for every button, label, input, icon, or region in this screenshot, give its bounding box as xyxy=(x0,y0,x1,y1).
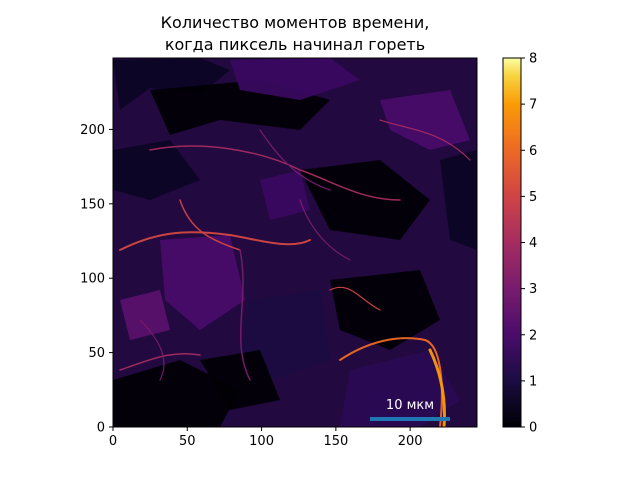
chart-title-line2: когда пиксель начинал гореть xyxy=(164,35,426,54)
heatmap-bright-edge xyxy=(149,145,401,201)
heatmap-region xyxy=(120,290,170,340)
colorbar-tick-label: 3 xyxy=(529,282,537,297)
heatmap-region xyxy=(160,235,245,330)
colorbar-tick-label: 4 xyxy=(529,236,537,251)
colorbar-ticks: 0 1 2 3 4 5 6 7 8 xyxy=(521,52,537,436)
heatmap-bright-edge xyxy=(239,249,251,381)
y-tick-label: 0 xyxy=(97,421,105,436)
heatmap-region xyxy=(113,360,240,427)
heatmap-bright-edge xyxy=(179,199,241,251)
heatmap-bright-edge xyxy=(379,119,471,161)
x-tick-label: 200 xyxy=(398,434,423,449)
heatmap-region xyxy=(330,270,440,350)
colorbar-tick-label: 8 xyxy=(529,52,537,67)
heatmap-bright-edge xyxy=(329,286,381,311)
y-axis: 0 50 100 150 200 xyxy=(80,123,113,436)
x-axis: 0 50 100 150 200 xyxy=(109,427,423,449)
x-tick-label: 0 xyxy=(109,434,117,449)
heatmap-region xyxy=(200,350,280,410)
scale-bar-label: 10 мкм xyxy=(386,398,434,413)
heatmap-region xyxy=(440,150,477,250)
heatmap-region xyxy=(113,58,230,110)
x-tick-label: 100 xyxy=(249,434,274,449)
heatmap-region xyxy=(300,160,430,240)
heatmap-bright-edge xyxy=(119,352,201,371)
y-tick-label: 200 xyxy=(80,123,105,138)
colorbar-tick-label: 0 xyxy=(529,421,537,436)
colorbar-tick-label: 2 xyxy=(529,328,537,343)
chart-title-line1: Количество моментов времени, xyxy=(160,13,430,32)
heatmap-bright-edge xyxy=(259,129,331,191)
scale-bar: 10 мкм xyxy=(370,398,450,421)
colorbar-gradient xyxy=(502,57,522,428)
x-tick-label: 150 xyxy=(323,434,348,449)
colorbar-tick-label: 1 xyxy=(529,374,537,389)
heatmap-image xyxy=(113,58,477,427)
heatmap-bright-edge xyxy=(119,231,311,251)
colorbar-tick-label: 6 xyxy=(529,144,537,159)
y-tick-label: 100 xyxy=(80,272,105,287)
colorbar-tick-label: 7 xyxy=(529,98,537,113)
y-tick-label: 50 xyxy=(88,346,105,361)
heatmap-region xyxy=(230,58,360,100)
heatmap-bright-edge xyxy=(299,199,351,261)
heatmap-bright-edge xyxy=(139,319,165,381)
scale-bar-line xyxy=(370,417,450,421)
heatmap-region xyxy=(260,170,310,220)
y-tick-label: 150 xyxy=(80,197,105,212)
colorbar-tick-label: 5 xyxy=(529,190,537,205)
heatmap-region xyxy=(113,140,200,200)
heatmap-region xyxy=(340,350,460,427)
heatmap-region xyxy=(380,90,470,150)
x-tick-label: 50 xyxy=(179,434,196,449)
colorbar: 0 1 2 3 4 5 6 7 8 xyxy=(502,52,537,436)
plot-frame xyxy=(112,57,478,428)
